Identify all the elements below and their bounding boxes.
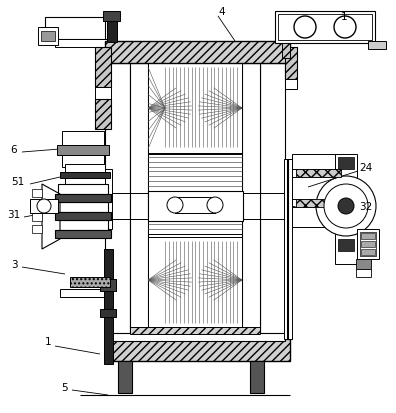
Circle shape	[316, 177, 376, 236]
Bar	[55, 40, 107, 48]
Bar	[32, 214, 42, 221]
Bar	[32, 225, 42, 233]
Text: 24: 24	[360, 163, 373, 173]
Bar	[285, 48, 297, 80]
Circle shape	[334, 17, 356, 39]
Bar	[130, 64, 148, 333]
Bar	[62, 132, 104, 146]
Bar	[368, 42, 386, 50]
Bar	[148, 192, 243, 221]
Bar	[250, 361, 264, 393]
Bar	[292, 154, 342, 170]
Text: 3: 3	[11, 259, 17, 269]
Bar	[38, 28, 58, 46]
Bar	[130, 327, 260, 334]
Bar	[55, 230, 111, 238]
Bar	[356, 269, 371, 277]
Bar	[60, 289, 105, 297]
Bar	[95, 100, 111, 130]
Bar	[296, 170, 341, 178]
Circle shape	[167, 197, 183, 214]
Text: 32: 32	[360, 202, 373, 211]
Bar	[104, 249, 113, 364]
Bar	[292, 207, 342, 228]
Bar	[58, 221, 108, 230]
Circle shape	[207, 197, 223, 214]
Bar	[284, 159, 292, 339]
Bar	[105, 42, 290, 64]
Circle shape	[324, 185, 368, 228]
Text: 31: 31	[8, 209, 21, 219]
Bar	[338, 158, 354, 170]
Bar	[278, 15, 372, 41]
Bar	[148, 64, 242, 154]
Polygon shape	[42, 185, 60, 249]
Bar	[95, 48, 111, 88]
Bar	[65, 178, 105, 187]
Text: 5: 5	[62, 382, 69, 392]
Bar	[361, 233, 375, 240]
Bar	[32, 190, 42, 197]
Circle shape	[37, 199, 51, 214]
Bar	[357, 230, 379, 259]
Bar	[62, 156, 104, 168]
Bar	[260, 64, 285, 333]
Bar	[118, 361, 132, 393]
Bar	[58, 185, 108, 195]
Bar	[45, 18, 105, 40]
Bar	[100, 279, 116, 291]
Bar	[55, 195, 111, 202]
Bar	[55, 212, 111, 221]
Bar	[282, 44, 290, 59]
Bar	[65, 165, 105, 173]
Bar	[57, 146, 109, 156]
Bar	[275, 12, 375, 44]
Bar	[107, 18, 117, 43]
Bar	[360, 233, 376, 256]
Bar	[356, 259, 371, 269]
Bar	[58, 202, 108, 212]
Text: 51: 51	[11, 177, 25, 187]
Bar	[110, 332, 285, 341]
Bar	[32, 202, 42, 209]
Text: 1: 1	[45, 336, 51, 346]
Text: 6: 6	[11, 145, 17, 154]
Bar	[292, 178, 342, 199]
Bar	[338, 240, 354, 252]
Bar	[361, 242, 375, 247]
Bar	[361, 249, 375, 255]
Text: 1: 1	[341, 12, 347, 22]
Circle shape	[338, 199, 354, 214]
Bar	[103, 12, 120, 22]
Bar	[105, 64, 130, 333]
Bar	[95, 88, 111, 100]
Bar	[285, 80, 297, 90]
Bar	[41, 32, 55, 42]
Bar	[30, 199, 58, 214]
Bar	[70, 277, 110, 287]
Bar	[105, 339, 290, 361]
Bar	[96, 170, 112, 230]
Bar	[175, 197, 215, 214]
Text: 4: 4	[219, 7, 225, 17]
Bar	[242, 64, 260, 333]
Bar	[148, 154, 242, 235]
Bar	[60, 173, 110, 178]
Bar	[296, 199, 341, 207]
Circle shape	[294, 17, 316, 39]
Bar	[100, 309, 116, 317]
Bar	[335, 154, 357, 264]
Bar	[175, 197, 215, 214]
Bar	[148, 237, 242, 327]
